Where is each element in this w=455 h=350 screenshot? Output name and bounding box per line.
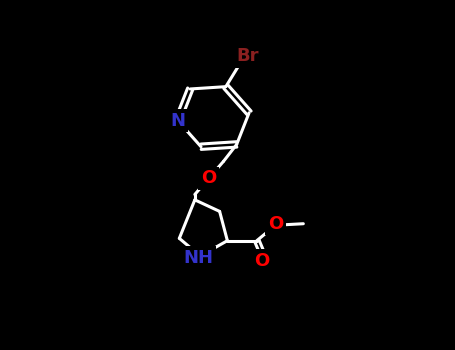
Text: O: O (201, 169, 217, 187)
Text: N: N (170, 112, 185, 130)
Text: O: O (254, 252, 269, 270)
Text: NH: NH (184, 248, 214, 267)
Text: Br: Br (236, 47, 259, 65)
Text: O: O (268, 215, 283, 233)
